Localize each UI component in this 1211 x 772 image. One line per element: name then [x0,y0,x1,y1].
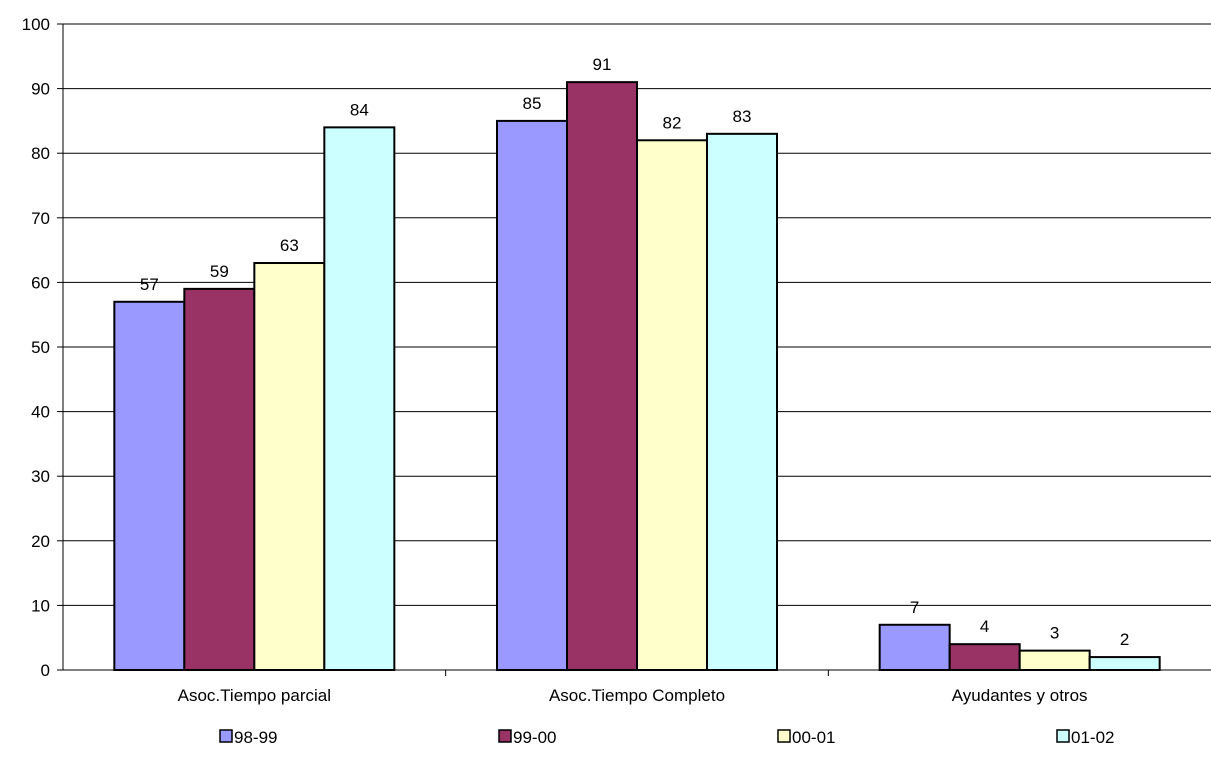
y-tick-label-30: 30 [31,467,50,486]
bar-98-99-2 [496,119,568,671]
data-label-99-00-3: 4 [980,617,989,636]
data-label-01-02-3: 2 [1120,630,1129,649]
legend-swatch-99-00 [498,729,512,743]
y-tick-label-70: 70 [31,209,50,228]
y-tick-label-0: 0 [41,661,50,680]
data-label-99-00-1: 59 [210,262,229,281]
y-tick-label-10: 10 [31,596,50,615]
data-label-98-99-3: 7 [910,598,919,617]
bar-99-00-1 [183,287,256,671]
x-category-label-3: Ayudantes y otros [952,686,1088,705]
labels-layer: 57 59 63 84 Asoc.Tiempo parcial 85 91 82 83 Asoc.… [140,55,1130,705]
data-label-00-01-2: 82 [663,113,682,132]
bar-01-02-2 [706,132,778,671]
bar-98-99-1 [113,300,186,671]
data-label-99-00-2: 91 [593,55,612,74]
data-label-98-99-1: 57 [140,275,159,294]
data-label-01-02-1: 84 [350,100,369,119]
legend-label-99-00: 99-00 [513,728,556,747]
bar-99-00-2 [566,81,638,671]
legend: 98-99 99-00 00-01 01-02 [219,728,1114,747]
y-tick-label-40: 40 [31,403,50,422]
bar-00-01-3 [1018,649,1091,671]
legend-label-98-99: 98-99 [234,728,277,747]
data-label-00-01-3: 3 [1050,624,1059,643]
bar-99-00-3 [948,643,1021,671]
y-tick-label-50: 50 [31,338,50,357]
bars-layer [113,81,1161,672]
legend-swatch-98-99 [219,729,233,743]
y-tick-label-20: 20 [31,532,50,551]
bar-01-02-3 [1088,656,1161,672]
legend-label-00-01: 00-01 [792,728,835,747]
y-tick-label-60: 60 [31,273,50,292]
x-category-label-2: Asoc.Tiempo Completo [549,686,725,705]
y-tick-label-90: 90 [31,80,50,99]
legend-swatch-00-01 [777,729,791,743]
legend-label-01-02: 01-02 [1071,728,1114,747]
x-category-label-1: Asoc.Tiempo parcial [178,686,331,705]
bar-00-01-1 [253,262,326,671]
bar-01-02-1 [323,126,396,672]
data-label-00-01-1: 63 [280,236,299,255]
bar-00-01-2 [636,139,708,671]
legend-swatch-01-02 [1056,729,1070,743]
y-tick-label-80: 80 [31,144,50,163]
axis-layer: 0 10 20 30 40 50 60 70 80 90 100 [22,15,1211,680]
data-label-98-99-2: 85 [523,94,542,113]
data-label-01-02-2: 83 [733,107,752,126]
bar-98-99-3 [878,623,951,672]
y-tick-label-100: 100 [22,15,50,34]
